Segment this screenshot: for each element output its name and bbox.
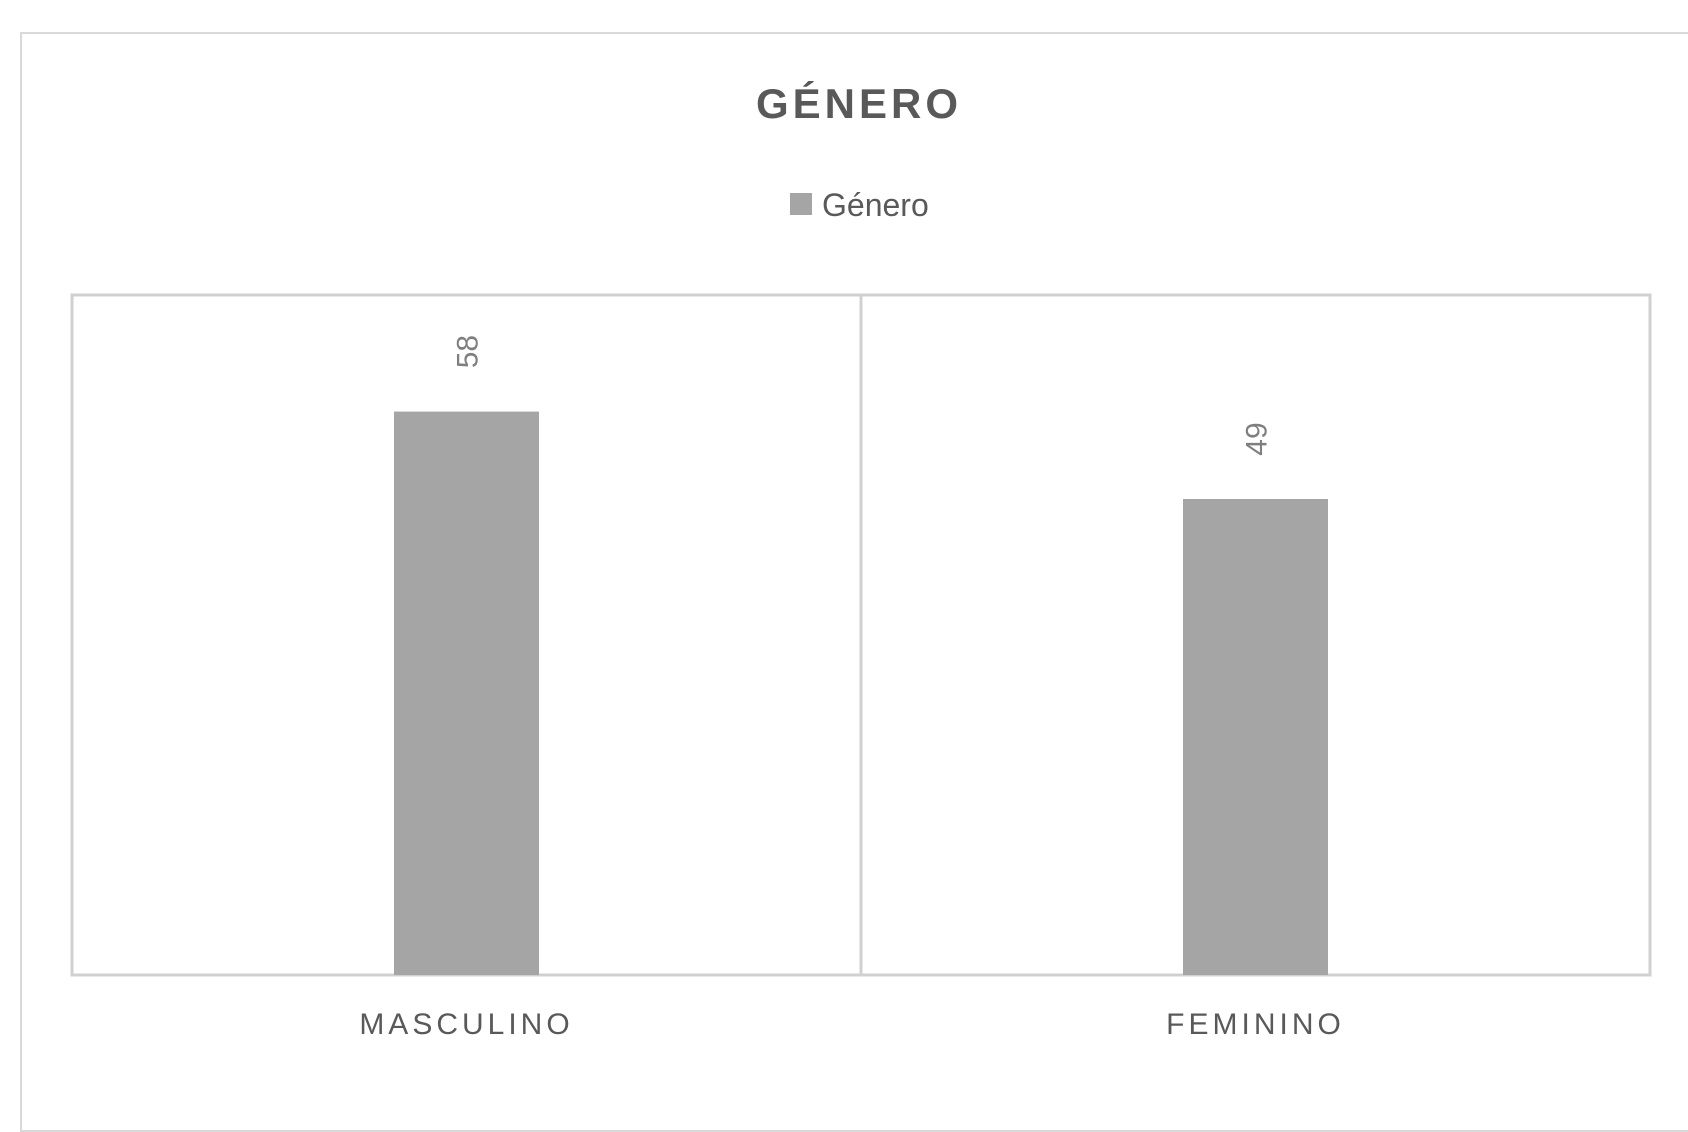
chart-title: GÉNERO xyxy=(756,80,962,127)
bars xyxy=(394,411,1328,976)
legend-swatch xyxy=(790,193,812,215)
chart: GÉNERO Género 58 49 MASCULINO FEMININO xyxy=(70,80,1652,1041)
chart-frame xyxy=(20,32,1688,1132)
category-labels: MASCULINO FEMININO xyxy=(359,1008,1345,1041)
legend: Género xyxy=(790,187,929,223)
category-label-feminino: FEMININO xyxy=(1166,1008,1345,1041)
plot-area xyxy=(70,293,1652,977)
bar-feminino xyxy=(1183,499,1328,975)
data-label-masculino: 58 xyxy=(452,335,485,368)
data-label-feminino: 49 xyxy=(1241,422,1274,455)
legend-label: Género xyxy=(822,187,929,223)
data-labels: 58 49 xyxy=(452,335,1274,456)
category-label-masculino: MASCULINO xyxy=(359,1008,573,1041)
bar-masculino xyxy=(394,411,539,976)
